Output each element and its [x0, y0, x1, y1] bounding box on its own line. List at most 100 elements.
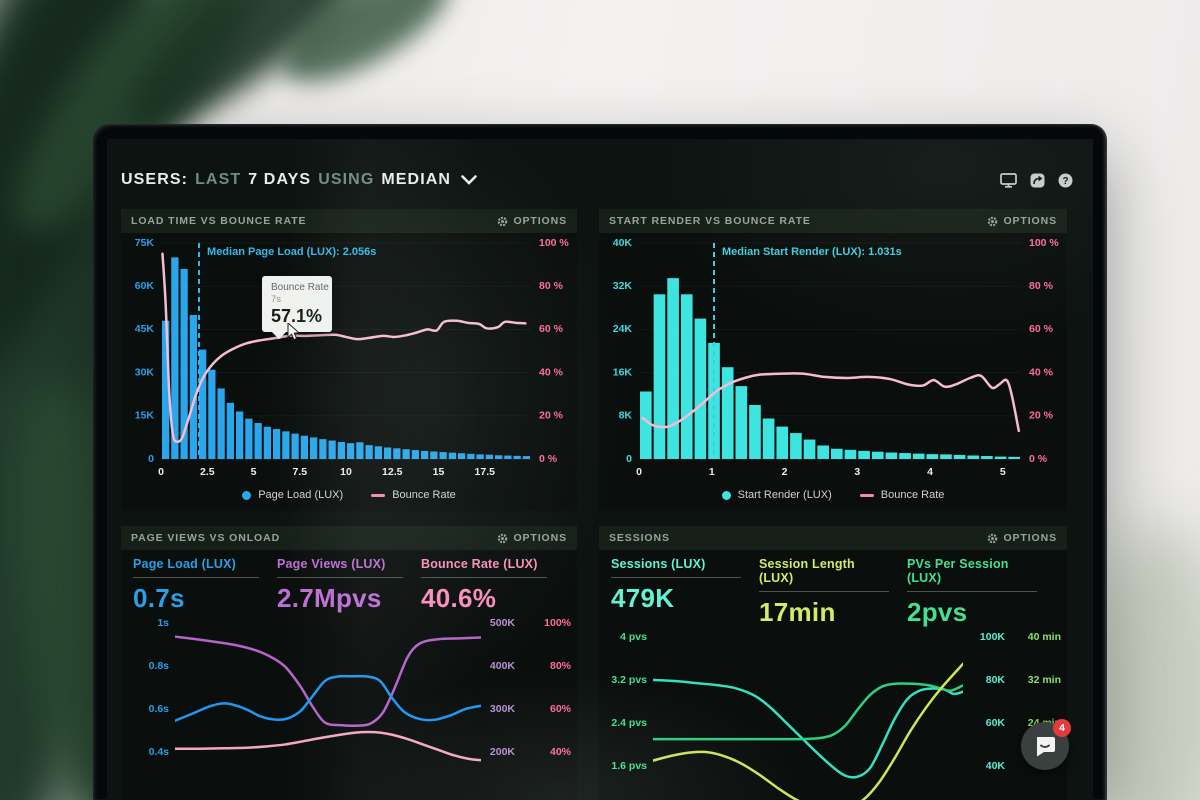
metric-page-views: Page Views (LUX) 2.7Mpvs	[276, 557, 421, 614]
tooltip-value: 57.1%	[271, 306, 323, 326]
svg-text:12.5: 12.5	[382, 466, 403, 478]
svg-text:15: 15	[433, 466, 445, 478]
divider	[420, 577, 547, 578]
line-chart-plot	[653, 662, 963, 800]
svg-text:Median Start Render (LUX): 1.0: Median Start Render (LUX): 1.031s	[722, 246, 902, 258]
help-icon[interactable]: ?	[1058, 173, 1073, 188]
legend-line	[371, 493, 386, 497]
svg-text:1: 1	[709, 466, 715, 478]
chart-legend: Page Load (LUX) Bounce Rate	[121, 489, 577, 501]
legend-dot	[721, 490, 731, 500]
laptop-screen: USERS: LAST 7 DAYS USING MEDIAN	[93, 124, 1107, 800]
chart-tooltip: Bounce Rate 7s 57.1%	[262, 276, 332, 332]
svg-text:60K: 60K	[135, 280, 155, 292]
svg-text:60 %: 60 %	[539, 323, 564, 335]
y-axis-left: 1s 0.8s 0.6s 0.4s	[148, 616, 169, 758]
share-icon[interactable]	[1030, 173, 1045, 188]
svg-text:0: 0	[636, 466, 642, 478]
metric-sessions: Sessions (LUX) 479K	[611, 557, 759, 628]
svg-text:0: 0	[148, 453, 154, 465]
title-last: LAST	[195, 171, 242, 188]
svg-text:75K: 75K	[135, 237, 155, 249]
gear-icon	[988, 533, 998, 543]
display-icon[interactable]	[1000, 172, 1017, 188]
chevron-down-icon	[461, 175, 477, 185]
chat-unread-badge: 4	[1053, 719, 1071, 737]
svg-text:40 %: 40 %	[1029, 366, 1054, 378]
title-7days: 7 DAYS	[248, 171, 312, 188]
legend-line	[859, 493, 874, 497]
sessions-chart[interactable]: 4 pvs 3.2 pvs 2.4 pvs 1.6 pvs 100K 40 min 80K…	[599, 630, 1067, 800]
gear-icon	[988, 216, 998, 226]
panel-start-render-vs-bounce-rate: START RENDER VS BOUNCE RATE OPTIONS 40K 1…	[599, 209, 1067, 511]
page-views-onload-chart[interactable]: 1s 0.8s 0.6s 0.4s 500K 100% 400K 80% 300K 60% 200…	[121, 616, 577, 800]
dashboard-header: USERS: LAST 7 DAYS USING MEDIAN	[121, 167, 1073, 193]
svg-text:8K: 8K	[619, 410, 633, 422]
svg-text:10: 10	[340, 466, 352, 478]
svg-text:0: 0	[626, 453, 632, 465]
svg-text:80 %: 80 %	[1029, 280, 1054, 292]
svg-text:45K: 45K	[135, 323, 155, 335]
gear-icon	[498, 216, 508, 226]
legend-bounce-rate[interactable]: Bounce Rate	[371, 489, 456, 501]
metric-pvs-per-session: PVs Per Session (LUX) 2pvs	[906, 557, 1055, 628]
svg-text:0 %: 0 %	[539, 453, 558, 465]
title-users: USERS:	[121, 171, 189, 188]
svg-text:80 %: 80 %	[539, 280, 564, 292]
svg-text:40K: 40K	[613, 237, 633, 249]
chat-widget-button[interactable]: 4	[1021, 719, 1071, 770]
legend-dot	[242, 490, 252, 500]
svg-text:24K: 24K	[613, 323, 633, 335]
divider	[276, 577, 403, 578]
svg-text:32K: 32K	[613, 280, 633, 292]
chat-icon	[1037, 737, 1055, 757]
svg-text:5: 5	[1000, 466, 1006, 478]
gear-icon	[498, 533, 508, 543]
options-button[interactable]: OPTIONS	[497, 532, 567, 544]
start-render-chart[interactable]: 40K 100 % 32K 80 % 24K 60 % 16K 40 % 8K 20 % 0 0 % M…	[599, 233, 1067, 501]
svg-text:?: ?	[1062, 176, 1068, 187]
panel-load-time-vs-bounce-rate: LOAD TIME VS BOUNCE RATE OPTIONS 75K 10 0 …	[121, 209, 577, 511]
metric-page-load: Page Load (LUX) 0.7s	[133, 557, 277, 614]
svg-text:20 %: 20 %	[1029, 410, 1054, 422]
options-button[interactable]: OPTIONS	[987, 532, 1057, 544]
options-button[interactable]: OPTIONS	[987, 215, 1057, 227]
svg-text:2: 2	[782, 466, 788, 478]
tooltip-series: Bounce Rate	[271, 282, 329, 293]
y-axis-left: 4 pvs 3.2 pvs 2.4 pvs 1.6 pvs	[611, 630, 647, 772]
svg-text:7.5: 7.5	[292, 466, 307, 478]
legend-page-load[interactable]: Page Load (LUX)	[242, 489, 343, 501]
legend-bounce-rate[interactable]: Bounce Rate	[859, 489, 944, 501]
start-render-chart-plot: 40K 100 % 32K 80 % 24K 60 % 16K 40 % 8K 20 % 0 0 % M…	[613, 237, 1060, 478]
panel-sessions: SESSIONS OPTIONS Sessions (LUX) 479K Ses…	[599, 526, 1067, 800]
svg-text:20 %: 20 %	[539, 410, 564, 422]
svg-text:15K: 15K	[135, 410, 155, 422]
users-filter-dropdown[interactable]: USERS: LAST 7 DAYS USING MEDIAN	[121, 171, 477, 189]
metrics-row: Page Load (LUX) 0.7s Page Views (LUX) 2.…	[121, 550, 577, 614]
panel-title: LOAD TIME VS BOUNCE RATE	[131, 215, 307, 227]
chart-legend: Start Render (LUX) Bounce Rate	[599, 489, 1067, 501]
load-time-chart-plot: 75K 100 % 60K 80 % 45K 60 % 30K 40 % 15K 20 % 0 0 %…	[135, 237, 570, 478]
divider	[133, 577, 259, 578]
panel-title: SESSIONS	[609, 532, 670, 544]
divider	[906, 591, 1037, 592]
svg-text:30K: 30K	[135, 366, 155, 378]
tooltip-x-value: 7s	[271, 294, 282, 305]
line-chart-plot	[175, 635, 481, 762]
title-using: USING	[318, 171, 375, 188]
y-axis-right: 500K 100% 400K 80% 300K 60% 200K 40%	[489, 616, 571, 758]
metrics-row: Sessions (LUX) 479K Session Length (LUX)…	[599, 550, 1067, 628]
load-time-chart[interactable]: 75K 100 % 60K 80 % 45K 60 % 30K 40 % 15K 20 % 0 0 %…	[121, 233, 577, 501]
svg-text:60 %: 60 %	[1029, 323, 1054, 335]
svg-text:0 %: 0 %	[1029, 453, 1048, 465]
svg-text:40 %: 40 %	[539, 366, 564, 378]
options-button[interactable]: OPTIONS	[497, 215, 567, 227]
svg-text:17.5: 17.5	[475, 466, 496, 478]
svg-text:4: 4	[927, 466, 933, 478]
panel-page-views-vs-onload: PAGE VIEWS VS ONLOAD OPTIONS Page Load (…	[121, 526, 577, 800]
mouse-cursor-icon	[287, 323, 301, 341]
svg-text:5: 5	[251, 466, 257, 478]
svg-text:100 %: 100 %	[1029, 237, 1059, 249]
legend-start-render[interactable]: Start Render (LUX)	[721, 489, 832, 501]
